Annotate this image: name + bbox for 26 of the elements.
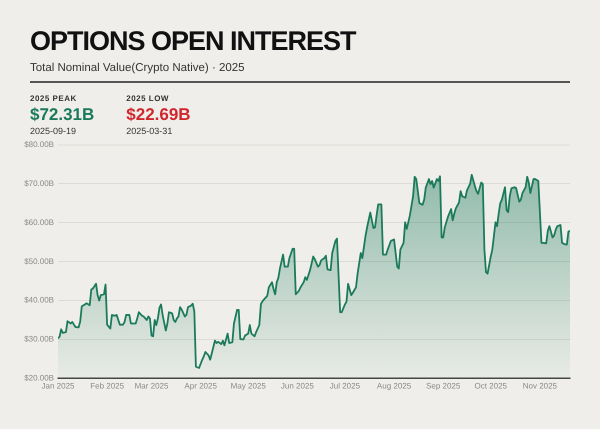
x-tick-label: Nov 2025 xyxy=(522,381,558,390)
x-tick-label: Feb 2025 xyxy=(90,381,125,390)
x-tick-label: Apr 2025 xyxy=(184,381,218,390)
y-tick-label: $50.00B xyxy=(24,256,54,266)
chart-subtitle: Total Nominal Value(Crypto Native) · 2025 xyxy=(30,62,245,74)
x-tick-label: Jul 2025 xyxy=(330,381,361,390)
x-tick-label: Sep 2025 xyxy=(426,381,461,390)
y-tick-label: $40.00B xyxy=(24,296,54,305)
y-tick-label: $60.00B xyxy=(24,218,54,227)
y-tick-label: $20.00B xyxy=(24,374,54,383)
text: 2025-09-19 xyxy=(30,126,78,136)
text: $22.69B xyxy=(126,105,191,125)
x-tick-label: Oct 2025 xyxy=(474,381,508,390)
text: 2025-03-31 xyxy=(126,126,174,136)
x-tick-label: May 2025 xyxy=(230,381,266,390)
y-tick-label: $70.00B xyxy=(24,178,54,188)
text: 2025 PEAK xyxy=(30,94,78,103)
x-tick-label: Jan 2025 xyxy=(42,381,76,390)
text: $72.31B xyxy=(30,105,94,125)
x-tick-label: Jun 2025 xyxy=(280,381,314,390)
y-tick-label: $30.00B xyxy=(24,334,54,344)
x-tick-label: Mar 2025 xyxy=(134,381,169,390)
chart-title: OPTIONS OPEN INTEREST xyxy=(30,26,356,57)
text: 2025 LOW xyxy=(126,94,170,103)
y-tick-label: $80.00B xyxy=(24,140,54,150)
x-tick-label: Aug 2025 xyxy=(376,381,412,390)
